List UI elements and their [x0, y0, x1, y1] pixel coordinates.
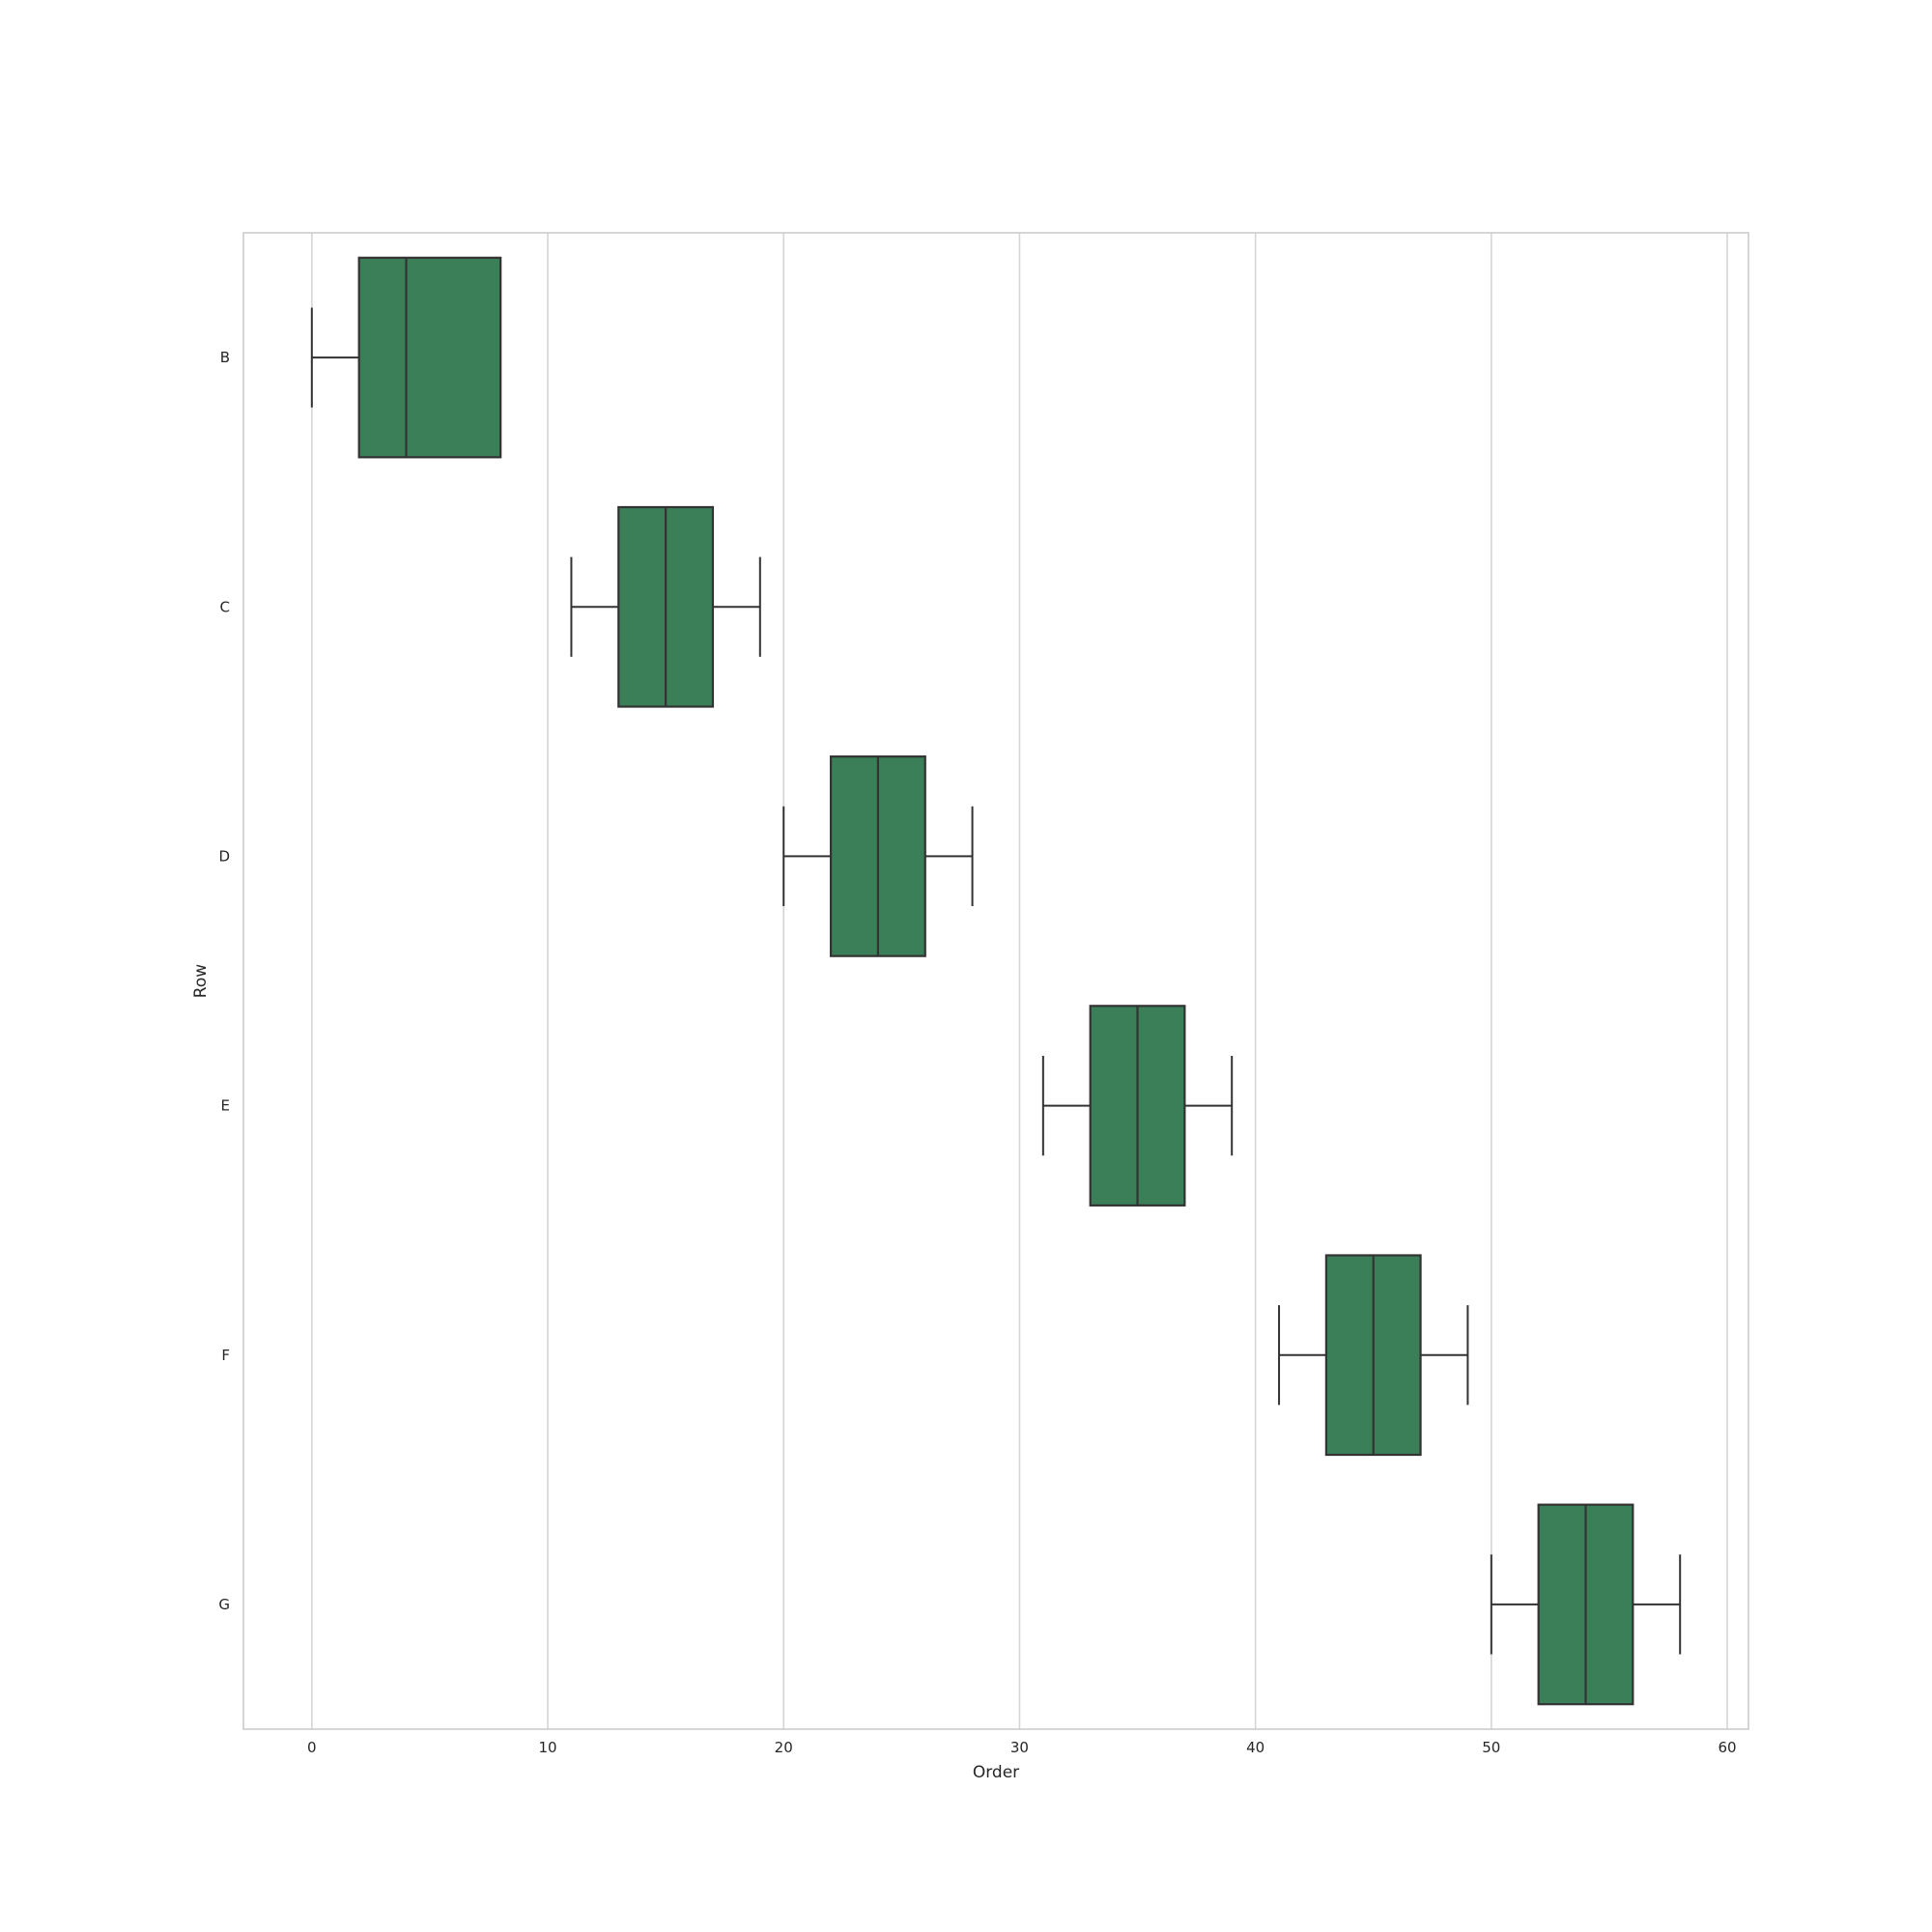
- x-tick-label: 50: [1482, 1739, 1500, 1756]
- y-tick-label: E: [221, 1097, 230, 1115]
- y-tick-labels: B C D E F G: [218, 349, 230, 1613]
- y-axis-label: Row: [191, 964, 211, 998]
- x-tick-labels: 0 10 20 30 40 50 60: [307, 1739, 1737, 1756]
- iqr-box: [357, 256, 502, 459]
- plot-frame: [242, 232, 1749, 1730]
- x-tick-label: 10: [538, 1739, 556, 1756]
- x-tick-label: 20: [775, 1739, 793, 1756]
- y-tick-label: D: [218, 847, 230, 865]
- boxes: [310, 256, 1682, 1706]
- x-tick-label: 40: [1246, 1739, 1264, 1756]
- gridlines: [311, 233, 1728, 1729]
- x-axis-label: Order: [973, 1763, 1019, 1782]
- y-tick-label: C: [220, 598, 230, 615]
- box-G: [1490, 1503, 1682, 1706]
- box-F: [1278, 1254, 1469, 1457]
- y-tick-label: G: [218, 1596, 230, 1613]
- box-E: [1041, 1005, 1234, 1207]
- box-D: [782, 755, 974, 957]
- x-tick-label: 0: [307, 1739, 317, 1756]
- y-tick-label: F: [221, 1347, 230, 1364]
- x-tick-label: 60: [1718, 1739, 1736, 1756]
- box-C: [570, 505, 761, 708]
- x-tick-label: 30: [1010, 1739, 1029, 1756]
- box-B: [310, 256, 502, 459]
- y-tick-label: B: [220, 349, 230, 366]
